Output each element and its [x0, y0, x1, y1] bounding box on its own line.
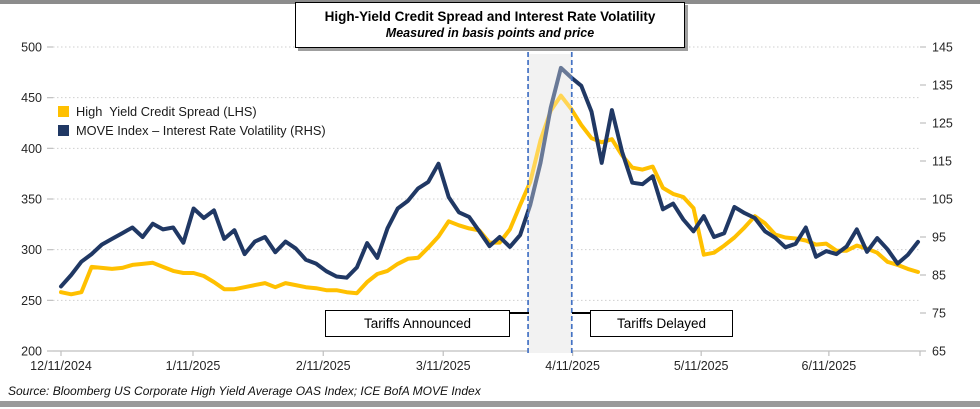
svg-text:450: 450: [21, 91, 42, 105]
svg-text:250: 250: [21, 294, 42, 308]
svg-text:1/11/2025: 1/11/2025: [166, 359, 221, 373]
legend-item-hy-spread: High Yield Credit Spread (LHS): [58, 102, 326, 121]
svg-text:12/11/2024: 12/11/2024: [30, 359, 92, 373]
svg-text:6/11/2025: 6/11/2025: [802, 359, 857, 373]
svg-text:3/11/2025: 3/11/2025: [416, 359, 471, 373]
svg-text:300: 300: [21, 243, 42, 257]
svg-text:350: 350: [21, 193, 42, 207]
svg-text:125: 125: [932, 117, 953, 131]
svg-text:115: 115: [932, 155, 952, 169]
line-chart: 500 450 400 350 300 250 200 145 135 125 115 105 95 85…: [21, 41, 953, 374]
tariffs-delayed-callout: Tariffs Delayed: [590, 310, 733, 337]
legend-label-hy-spread: High Yield Credit Spread (LHS): [76, 104, 257, 119]
legend-item-move-index: MOVE Index – Interest Rate Volatility (R…: [58, 121, 326, 140]
svg-text:135: 135: [932, 79, 953, 93]
tariffs-announced-label: Tariffs Announced: [363, 316, 472, 331]
svg-text:75: 75: [932, 307, 946, 321]
chart-area: 500 450 400 350 300 250 200 145 135 125 115 105 95 85…: [21, 41, 953, 374]
svg-text:65: 65: [932, 345, 946, 359]
tariffs-announced-connector-line: [508, 312, 529, 314]
hy-spread-swatch-icon: [58, 106, 69, 117]
tariffs-delayed-connector-line: [572, 312, 591, 314]
svg-text:400: 400: [21, 142, 42, 156]
chart-legend: High Yield Credit Spread (LHS) MOVE Inde…: [58, 102, 326, 140]
svg-text:500: 500: [21, 41, 42, 55]
svg-text:95: 95: [932, 231, 946, 245]
svg-text:4/11/2025: 4/11/2025: [545, 359, 600, 373]
svg-text:5/11/2025: 5/11/2025: [674, 359, 729, 373]
svg-text:2/11/2025: 2/11/2025: [296, 359, 351, 373]
chart-title: High-Yield Credit Spread and Interest Ra…: [324, 9, 656, 24]
tariffs-delayed-label: Tariffs Delayed: [616, 316, 707, 331]
chart-title-box: High-Yield Credit Spread and Interest Ra…: [295, 2, 685, 48]
bottom-divider-bar: [0, 401, 980, 407]
tariffs-announced-callout: Tariffs Announced: [325, 310, 510, 337]
move-index-swatch-icon: [58, 125, 69, 136]
source-citation: Source: Bloomberg US Corporate High Yiel…: [8, 384, 481, 398]
svg-text:85: 85: [932, 269, 946, 283]
svg-text:105: 105: [932, 193, 953, 207]
svg-text:200: 200: [21, 345, 42, 359]
svg-text:145: 145: [932, 41, 953, 55]
chart-subtitle: Measured in basis points and price: [385, 26, 595, 40]
legend-label-move-index: MOVE Index – Interest Rate Volatility (R…: [76, 123, 326, 138]
